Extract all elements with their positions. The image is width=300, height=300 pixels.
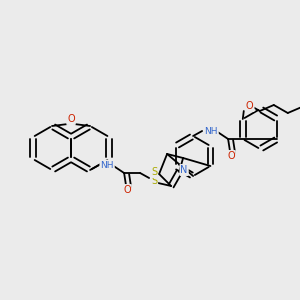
Text: O: O xyxy=(67,114,75,124)
Text: NH: NH xyxy=(204,127,218,136)
Text: S: S xyxy=(151,167,157,177)
Text: S: S xyxy=(151,176,157,186)
Text: O: O xyxy=(227,151,235,161)
Text: N: N xyxy=(180,165,188,175)
Text: O: O xyxy=(123,185,131,195)
Text: NH: NH xyxy=(100,160,114,169)
Text: O: O xyxy=(246,101,253,111)
